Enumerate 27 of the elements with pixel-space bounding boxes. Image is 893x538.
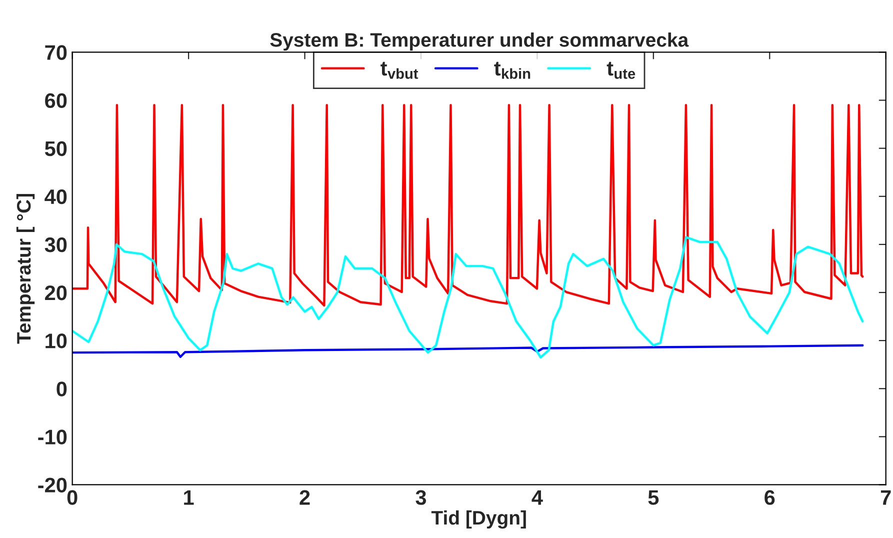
x-tick-label: 5 [648, 490, 659, 505]
chart-title: System B: Temperaturer under sommarvecka [270, 32, 689, 51]
y-tick-label: 10 [46, 334, 67, 348]
legend-label: t$_{kbin}$ [494, 62, 530, 79]
x-tick-label: 4 [532, 490, 543, 505]
x-tick-label: 6 [764, 490, 775, 505]
x-axis-title: Tid [Dygn] [431, 510, 526, 529]
line-series [72, 236, 864, 358]
y-tick-label: 20 [45, 285, 67, 300]
y-tick-label: 40 [44, 189, 67, 204]
y-tick-label: 60 [45, 93, 67, 108]
y-tick-label: 50 [44, 141, 67, 156]
line-series [72, 104, 864, 307]
y-tick-label: 70 [45, 45, 67, 60]
legend-label: t$_{vbut}$ [380, 62, 418, 79]
x-tick-label: 0 [67, 490, 78, 505]
line-series [72, 344, 864, 358]
x-tick-label: 3 [416, 490, 426, 505]
legend-label: t$_{ute}$ [606, 62, 636, 79]
x-tick-label: 2 [300, 490, 310, 505]
x-tick-label: 1 [184, 490, 194, 505]
y-tick-label: 30 [44, 237, 67, 252]
y-axis-title: Temperatur [ °C] [16, 194, 35, 344]
y-tick-label: -10 [38, 430, 67, 444]
y-tick-label: 0 [56, 382, 67, 396]
x-tick-label: 7 [880, 490, 891, 505]
y-tick-label: -20 [38, 478, 67, 492]
